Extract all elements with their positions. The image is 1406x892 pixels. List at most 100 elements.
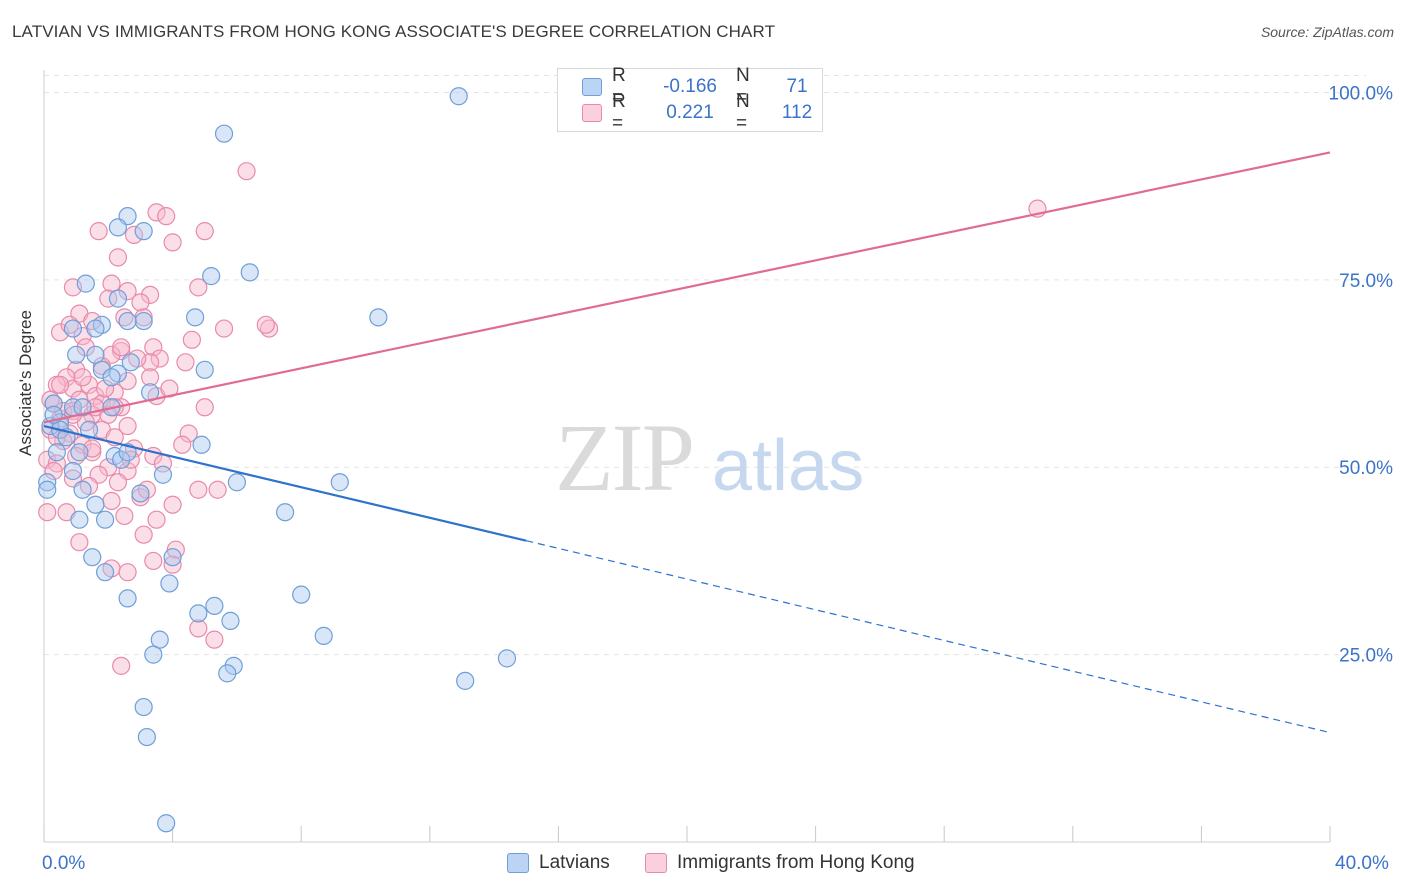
- hong-kong-point: [208, 480, 227, 499]
- latvian-point: [134, 697, 153, 717]
- latvian-point: [95, 563, 115, 582]
- hong-kong-point: [140, 368, 160, 387]
- latvian-point: [214, 124, 234, 143]
- legend-row-hong-kong: R = 0.221 N = 112: [582, 91, 822, 134]
- hong-kong-point: [150, 349, 169, 368]
- bottom-legend-latvians: Latvians: [507, 852, 610, 874]
- hong-kong-point: [256, 315, 275, 334]
- latvian-point: [95, 510, 115, 529]
- legend-r-label: R =: [611, 91, 626, 134]
- y-tick-label: 75.0%: [1339, 271, 1393, 292]
- hong-kong-point: [237, 162, 256, 181]
- latvian-point: [186, 308, 205, 327]
- latvian-point: [121, 353, 140, 372]
- hong-kong-point: [118, 282, 137, 301]
- latvian-point: [314, 626, 333, 645]
- latvian-point: [195, 360, 214, 379]
- latvian-point: [205, 596, 224, 616]
- latvian-point: [163, 548, 182, 567]
- hong-kong-point: [124, 225, 144, 244]
- hong-kong-point: [163, 233, 182, 252]
- hong-kong-point: [118, 563, 137, 582]
- latvian-point: [144, 645, 163, 664]
- latvian-point: [86, 319, 105, 338]
- hong-kong-point: [195, 398, 214, 417]
- hong-kong-point: [76, 338, 95, 357]
- bottom-legend-label: Latvians: [539, 852, 610, 873]
- hong-kong-point: [57, 368, 76, 387]
- latvian-point: [112, 450, 131, 469]
- hong-kong-point: [44, 461, 63, 481]
- hong-kong-point: [95, 379, 115, 398]
- latvian-point: [330, 473, 349, 492]
- hong-kong-point: [144, 551, 163, 571]
- latvian-point: [276, 503, 295, 522]
- latvian-point: [137, 727, 156, 747]
- latvian-point: [456, 671, 475, 690]
- hong-kong-point: [115, 506, 134, 526]
- latvian-point: [86, 345, 105, 364]
- hong-kong-point: [189, 278, 208, 297]
- source-label: Source: ZipAtlas.com: [1260, 24, 1394, 40]
- latvian-point: [118, 589, 137, 608]
- hong-kong-point: [112, 656, 131, 675]
- latvian-point: [292, 585, 311, 604]
- hong-kong-point: [147, 510, 166, 529]
- hong-kong-point: [131, 293, 150, 312]
- latvian-point: [227, 473, 246, 492]
- latvian-point: [449, 87, 468, 106]
- hong-kong-point: [179, 424, 198, 443]
- latvian-point: [134, 222, 153, 241]
- trend-lines: [43, 151, 1331, 734]
- hong-kong-point: [102, 491, 121, 511]
- latvian-point: [47, 443, 66, 462]
- bottom-legend-label: Immigrants from Hong Kong: [677, 852, 915, 873]
- hong-kong-point: [163, 555, 182, 574]
- latvian-point: [76, 274, 95, 293]
- latvian-point: [118, 311, 137, 331]
- latvian-point: [218, 664, 237, 683]
- latvian-point: [63, 461, 83, 481]
- hong-kong-point: [118, 416, 137, 436]
- latvian-trend-extension: [526, 540, 1331, 734]
- hong-kong-point: [108, 473, 128, 492]
- bottom-legend-swatch-blue: [507, 853, 529, 873]
- x-tick-label-min: 0.0%: [42, 853, 86, 874]
- latvian-point: [134, 311, 153, 331]
- legend-n-label: N =: [735, 91, 750, 134]
- latvian-point: [70, 510, 89, 529]
- latvian-point: [150, 630, 169, 649]
- legend-swatch-pink: [582, 104, 602, 122]
- latvian-point: [108, 218, 128, 237]
- hong-kong-trend-line: [43, 151, 1331, 424]
- x-tick-label-max: 40.0%: [1335, 853, 1389, 874]
- hong-kong-point: [205, 630, 224, 649]
- latvian-point: [497, 649, 517, 668]
- axes: [43, 70, 1331, 843]
- latvian-point: [70, 443, 89, 462]
- hong-kong-point: [89, 222, 108, 241]
- grid-lines: [44, 74, 1366, 656]
- watermark-zip: ZIP: [555, 404, 693, 511]
- y-axis-label: Associate's Degree: [16, 310, 35, 456]
- hong-kong-point: [214, 319, 234, 338]
- latvian-point: [83, 548, 102, 567]
- hong-kong-point: [147, 203, 166, 222]
- hong-kong-point: [189, 480, 208, 499]
- hong-kong-point: [176, 353, 195, 372]
- hong-kong-point: [108, 248, 128, 267]
- latvian-point: [153, 465, 173, 484]
- hong-kong-point: [189, 619, 208, 638]
- legend-n-value: 71: [786, 76, 808, 97]
- bottom-legend-swatch-pink: [645, 853, 667, 873]
- latvian-point: [73, 480, 92, 499]
- y-tick-label: 50.0%: [1339, 458, 1393, 479]
- hong-kong-point: [105, 383, 124, 402]
- watermark-atlas: atlas: [712, 426, 864, 506]
- latvian-point: [67, 345, 86, 364]
- hong-kong-point: [157, 207, 176, 226]
- legend-r-value: -0.166: [663, 76, 717, 97]
- hong-kong-point: [38, 450, 57, 469]
- stats-legend: R = -0.166 N = 71 R = 0.221 N = 112: [557, 65, 823, 134]
